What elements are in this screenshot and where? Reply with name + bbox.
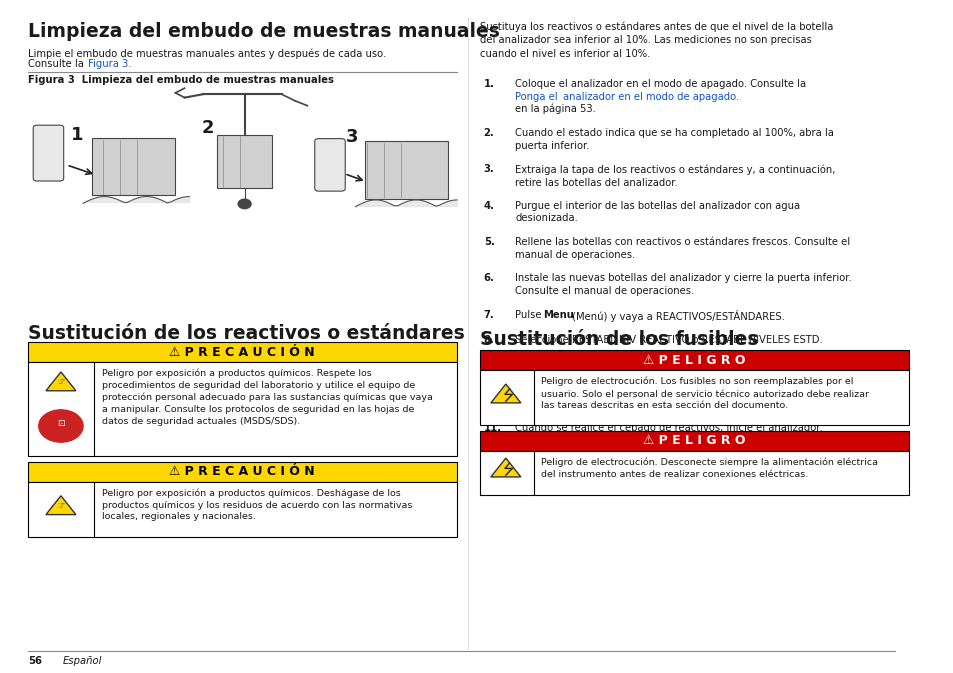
Text: ⚠ P E L I G R O: ⚠ P E L I G R O <box>642 434 745 448</box>
Text: (Menú) y vaya a REACTIVOS/ESTÁNDARES.: (Menú) y vaya a REACTIVOS/ESTÁNDARES. <box>568 310 783 322</box>
Polygon shape <box>491 458 520 477</box>
Text: 9.: 9. <box>483 361 494 371</box>
Text: Menu: Menu <box>542 310 573 320</box>
Circle shape <box>39 410 83 442</box>
FancyBboxPatch shape <box>28 342 456 362</box>
Text: en la página 53.: en la página 53. <box>515 104 596 114</box>
FancyBboxPatch shape <box>28 462 456 482</box>
Text: Peligro por exposición a productos químicos. Respete los
procedimientos de segur: Peligro por exposición a productos quími… <box>101 369 432 425</box>
Circle shape <box>238 199 251 209</box>
Text: Peligro de electrocución. Desconecte siempre la alimentación eléctrica
del instr: Peligro de electrocución. Desconecte sie… <box>540 458 877 479</box>
Text: Seleccione RESTABL NIV REACTIVO o RESTABL NIVELES ESTD.: Seleccione RESTABL NIV REACTIVO o RESTAB… <box>515 335 822 345</box>
FancyBboxPatch shape <box>216 135 272 188</box>
Text: Seleccione INTRO VALOR BLANCO e introduzca el valor blanco del
Reactivo 1.: Seleccione INTRO VALOR BLANCO e introduz… <box>515 361 842 384</box>
Text: 3: 3 <box>346 128 358 145</box>
Text: analizador en el modo de apagado.: analizador en el modo de apagado. <box>562 92 739 102</box>
Text: Cuando el estado indica que se ha completado al 100%, abra la
puerta inferior.: Cuando el estado indica que se ha comple… <box>515 128 833 151</box>
Text: 5.: 5. <box>483 237 494 247</box>
Text: 2.: 2. <box>483 128 494 138</box>
FancyBboxPatch shape <box>479 431 908 451</box>
Polygon shape <box>491 384 520 403</box>
Text: 7.: 7. <box>483 310 494 320</box>
Text: 8.: 8. <box>483 335 494 345</box>
Text: Sustituya los reactivos o estándares antes de que el nivel de la botella
del ana: Sustituya los reactivos o estándares ant… <box>479 22 833 59</box>
Text: Español: Español <box>63 656 102 666</box>
FancyBboxPatch shape <box>92 138 175 195</box>
Text: Sustitución de los fusibles: Sustitución de los fusibles <box>479 330 758 349</box>
Text: 4.: 4. <box>483 201 495 211</box>
Text: Cuando se realice el cebado de reactivos, inicie el analizador.
Consulte la: Cuando se realice el cebado de reactivos… <box>515 423 822 446</box>
Text: Consulte la: Consulte la <box>28 59 87 69</box>
Text: 56: 56 <box>28 656 42 666</box>
Text: En el caso de reactivos, seleccione CEBAR REACTIVOS y confirme.: En el caso de reactivos, seleccione CEBA… <box>515 397 844 407</box>
Text: 2: 2 <box>201 119 213 137</box>
FancyBboxPatch shape <box>28 362 456 456</box>
FancyBboxPatch shape <box>479 370 908 425</box>
Text: Coloque el analizador en el modo de apagado. Consulte la: Coloque el analizador en el modo de apag… <box>515 79 808 90</box>
FancyBboxPatch shape <box>479 451 908 495</box>
Text: Instale las nuevas botellas del analizador y cierre la puerta inferior.
Consulte: Instale las nuevas botellas del analizad… <box>515 273 851 296</box>
Text: 6.: 6. <box>483 273 494 283</box>
FancyBboxPatch shape <box>33 125 64 181</box>
Text: 1.: 1. <box>483 79 495 90</box>
Text: 11.: 11. <box>483 423 501 433</box>
Text: Extraiga la tapa de los reactivos o estándares y, a continuación,
retire las bot: Extraiga la tapa de los reactivos o está… <box>515 164 835 188</box>
Text: Peligro por exposición a productos químicos. Deshágase de los
productos químicos: Peligro por exposición a productos quími… <box>101 489 412 522</box>
FancyBboxPatch shape <box>364 141 447 199</box>
Text: en la página 53.: en la página 53. <box>711 447 795 458</box>
Text: 10.: 10. <box>483 397 501 407</box>
Text: ⚠ P E L I G R O: ⚠ P E L I G R O <box>642 353 745 367</box>
Text: ☞: ☞ <box>57 378 65 387</box>
Polygon shape <box>46 496 76 515</box>
Polygon shape <box>46 372 76 391</box>
Text: 3.: 3. <box>483 164 494 174</box>
Text: Pulse: Pulse <box>515 310 544 320</box>
Text: Ponga el: Ponga el <box>515 92 558 102</box>
Text: Figura 3  Limpieza del embudo de muestras manuales: Figura 3 Limpieza del embudo de muestras… <box>28 75 334 85</box>
Text: Limpie el embudo de muestras manuales antes y después de cada uso.: Limpie el embudo de muestras manuales an… <box>28 48 386 59</box>
Text: Nueva puesta en marcha del analizador: Nueva puesta en marcha del analizador <box>515 447 714 457</box>
Text: Rellene las botellas con reactivos o estándares frescos. Consulte el
manual de o: Rellene las botellas con reactivos o est… <box>515 237 849 260</box>
Text: Sustitución de los reactivos o estándares: Sustitución de los reactivos o estándare… <box>28 324 464 343</box>
FancyBboxPatch shape <box>314 139 345 191</box>
Text: Figura 3.: Figura 3. <box>88 59 132 69</box>
Text: ⚠ P R E C A U C I Ó N: ⚠ P R E C A U C I Ó N <box>170 465 314 479</box>
Text: Peligro de electrocución. Los fusibles no son reemplazables por el
usuario. Solo: Peligro de electrocución. Los fusibles n… <box>540 377 868 411</box>
Text: ☞: ☞ <box>57 501 65 511</box>
Text: ⚠ P R E C A U C I Ó N: ⚠ P R E C A U C I Ó N <box>170 345 314 359</box>
Text: ⊡: ⊡ <box>57 419 65 429</box>
Text: Limpieza del embudo de muestras manuales: Limpieza del embudo de muestras manuales <box>28 22 499 40</box>
Text: 1: 1 <box>71 126 84 143</box>
FancyBboxPatch shape <box>28 482 456 537</box>
Text: Purgue el interior de las botellas del analizador con agua
desionizada.: Purgue el interior de las botellas del a… <box>515 201 800 223</box>
FancyBboxPatch shape <box>479 350 908 370</box>
